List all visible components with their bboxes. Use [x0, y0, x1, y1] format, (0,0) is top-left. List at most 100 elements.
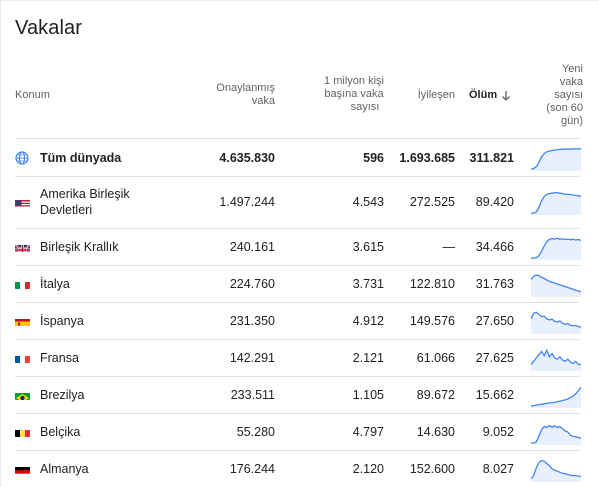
table-row[interactable]: Fransa 142.291 2.121 61.066 27.625: [1, 339, 599, 376]
sparkline-area: [531, 386, 581, 408]
confirmed-cases: 224.760: [229, 276, 275, 291]
new-cases-sparkline: [531, 237, 581, 260]
row-divider: [15, 265, 579, 266]
table-row[interactable]: Birleşik Krallık 240.161 3.615 — 34.466: [1, 228, 599, 265]
header-recovered[interactable]: İyileşen: [417, 89, 455, 101]
location-name[interactable]: Almanya: [40, 461, 89, 476]
us-flag-icon: [15, 197, 30, 207]
it-flag-icon: [15, 279, 30, 289]
header-confirmed-line-1: Onaylanmış: [216, 82, 275, 94]
confirmed-cases: 142.291: [229, 350, 275, 365]
sparkline-area: [531, 274, 581, 297]
deaths-count: 27.625: [475, 350, 514, 365]
recovered-count: 1.693.685: [399, 151, 455, 165]
recovered-count: 272.525: [409, 195, 455, 209]
confirmed-cases: 231.350: [229, 313, 275, 328]
header-confirmed-line-2: vaka: [251, 95, 275, 107]
sparkline-area: [531, 311, 581, 334]
table-row[interactable]: İspanya 231.350 4.912 149.576 27.650: [1, 302, 599, 339]
sparkline-area: [531, 237, 581, 260]
row-divider: [15, 302, 579, 303]
recovered-count: 149.576: [409, 313, 455, 328]
header-deaths-label: Ölüm: [469, 89, 498, 101]
uk-flag-icon: [15, 242, 30, 252]
deaths-count: 8.027: [482, 461, 514, 476]
deaths-count: 9.052: [482, 424, 514, 439]
header-new-cases[interactable]: Yeni vaka sayısı (son 60 gün): [537, 63, 583, 128]
cases-per-million: 4.797: [352, 424, 384, 439]
cases-per-million: 3.615: [352, 239, 384, 254]
table-row[interactable]: Tüm dünyada 4.635.830 596 1.693.685 311.821: [1, 140, 599, 176]
recovered-count: 89.672: [416, 387, 455, 402]
recovered-count: —: [442, 239, 456, 254]
new-cases-sparkline: [531, 459, 581, 482]
location-name[interactable]: İspanya: [40, 313, 84, 328]
table-row[interactable]: İtalya 224.760 3.731 122.810 31.763: [1, 265, 599, 302]
deaths-count: 311.821: [469, 151, 515, 165]
row-divider: [15, 228, 579, 229]
header-per-million-line-3: sayısı: [350, 101, 380, 113]
sparkline-line: [531, 237, 581, 259]
header-deaths[interactable]: Ölüm: [469, 89, 511, 102]
deaths-count: 31.763: [475, 276, 514, 291]
new-cases-sparkline: [531, 191, 581, 215]
deaths-count: 27.650: [475, 313, 514, 328]
confirmed-cases: 1.497.244: [219, 195, 275, 209]
sparkline-line: [531, 310, 581, 328]
sparkline-line: [531, 459, 581, 479]
sparkline-area: [531, 148, 581, 171]
header-new-cases-line-1: Yeni: [561, 63, 583, 75]
new-cases-sparkline: [531, 348, 581, 371]
confirmed-cases: 4.635.830: [219, 151, 275, 165]
table-row[interactable]: Belçika 55.280 4.797 14.630 9.052: [1, 413, 599, 450]
sparkline-area: [531, 192, 581, 215]
sparkline-line: [531, 424, 581, 444]
header-confirmed[interactable]: Onaylanmış vaka: [195, 82, 275, 108]
table-row[interactable]: Brezilya 233.511 1.105 89.672 15.662: [1, 376, 599, 413]
header-new-cases-line-2: vaka: [559, 76, 583, 88]
location-name[interactable]: Belçika: [40, 424, 81, 439]
row-divider: [15, 450, 579, 451]
cases-per-million: 4.912: [352, 313, 384, 328]
row-divider: [15, 339, 579, 340]
header-new-cases-line-5: gün): [560, 115, 583, 127]
cases-per-million: 4.543: [352, 195, 384, 209]
new-cases-sparkline: [531, 274, 581, 297]
be-flag-icon: [15, 427, 30, 437]
cases-per-million: 1.105: [352, 387, 384, 402]
header-per-million-line-2: başına vaka: [324, 88, 384, 100]
table-row[interactable]: Almanya 176.244 2.120 152.600 8.027: [1, 450, 599, 487]
sparkline-line: [531, 274, 581, 292]
header-new-cases-line-4: (son 60: [546, 102, 583, 114]
new-cases-sparkline: [531, 424, 581, 445]
recovered-count: 152.600: [409, 461, 455, 476]
row-divider: [15, 413, 579, 414]
location-name[interactable]: Birleşik Krallık: [40, 239, 119, 254]
header-location[interactable]: Konum: [15, 89, 50, 101]
header-per-million[interactable]: 1 milyon kişi başına vaka sayısı: [314, 75, 394, 114]
card-title: Vakalar: [15, 17, 83, 39]
confirmed-cases: 240.161: [229, 239, 275, 254]
row-divider: [15, 176, 579, 177]
cases-per-million: 2.120: [352, 461, 384, 476]
sparkline-line: [531, 191, 581, 214]
location-name[interactable]: Tüm dünyada: [40, 151, 122, 165]
globe-icon: [15, 151, 29, 165]
header-divider: [15, 138, 579, 139]
br-flag-icon: [15, 390, 30, 400]
header-new-cases-line-3: sayısı: [554, 89, 583, 101]
sparkline-line: [531, 386, 581, 407]
location-name[interactable]: Fransa: [40, 350, 79, 365]
table-row[interactable]: Amerika Birleşik Devletleri 1.497.244 4.54…: [1, 176, 599, 228]
recovered-count: 61.066: [416, 350, 455, 365]
new-cases-sparkline: [531, 386, 581, 408]
fr-flag-icon: [15, 353, 30, 363]
confirmed-cases: 55.280: [236, 424, 275, 439]
location-name[interactable]: İtalya: [40, 276, 70, 291]
location-name[interactable]: Amerika Birleşik Devletleri: [40, 187, 130, 217]
sparkline-area: [531, 349, 581, 371]
arrow-down-icon: [502, 90, 511, 101]
sparkline-line: [531, 148, 581, 170]
location-name[interactable]: Brezilya: [40, 387, 85, 402]
